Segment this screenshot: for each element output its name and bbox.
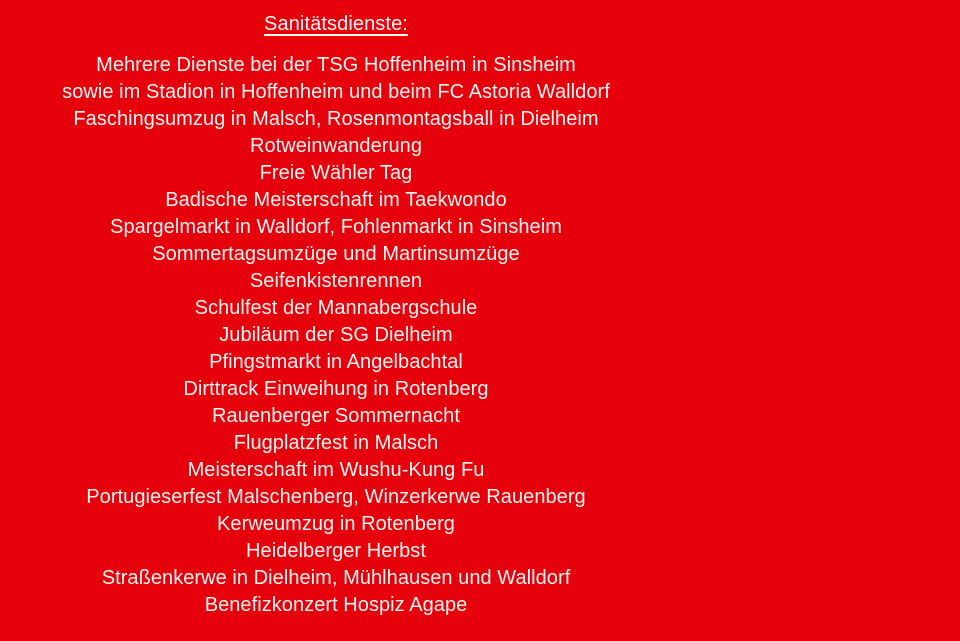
list-item: Pfingstmarkt in Angelbachtal: [209, 351, 463, 373]
content-column: Sanitätsdienste: Mehrere Dienste bei der…: [0, 13, 672, 619]
list-item: Straßenkerwe in Dielheim, Mühlhausen und…: [101, 567, 571, 589]
list-item: Spargelmarkt in Walldorf, Fohlenmarkt in…: [110, 216, 562, 238]
list-item: Seifenkistenrennen: [249, 270, 423, 292]
list-item: Sommertagsumzüge und Martinsumzüge: [152, 243, 520, 265]
list-item: Jubiläum der SG Dielheim: [219, 324, 453, 346]
list-item: Kerweumzug in Rotenberg: [217, 513, 455, 535]
list-item: Mehrere Dienste bei der TSG Hoffenheim i…: [96, 54, 576, 76]
list-item: Schulfest der Mannabergschule: [194, 297, 478, 319]
list-item: Badische Meisterschaft im Taekwondo: [165, 189, 507, 211]
list-item: sowie im Stadion in Hoffenheim und beim …: [62, 81, 610, 103]
section-heading: Sanitätsdienste:: [264, 13, 408, 35]
list-item: Flugplatzfest in Malsch: [233, 432, 439, 454]
list-item: Faschingsumzug in Malsch, Rosenmontagsba…: [73, 108, 599, 130]
list-item: Freie Wähler Tag: [259, 162, 413, 184]
list-item: Portugieserfest Malschenberg, Winzerkerw…: [86, 486, 586, 508]
list-item: Rauenberger Sommernacht: [212, 405, 460, 427]
list-item: Meisterschaft im Wushu-Kung Fu: [187, 459, 485, 481]
vertical-title-area: Rückblick 2025: [672, 0, 960, 641]
activity-list: Mehrere Dienste bei der TSG Hoffenheim i…: [0, 52, 672, 619]
list-item: Rotweinwanderung: [249, 135, 423, 157]
list-item: Benefizkonzert Hospiz Agape: [204, 594, 468, 616]
list-item: Heidelberger Herbst: [246, 540, 426, 562]
list-item: Dirttrack Einweihung in Rotenberg: [183, 378, 489, 400]
